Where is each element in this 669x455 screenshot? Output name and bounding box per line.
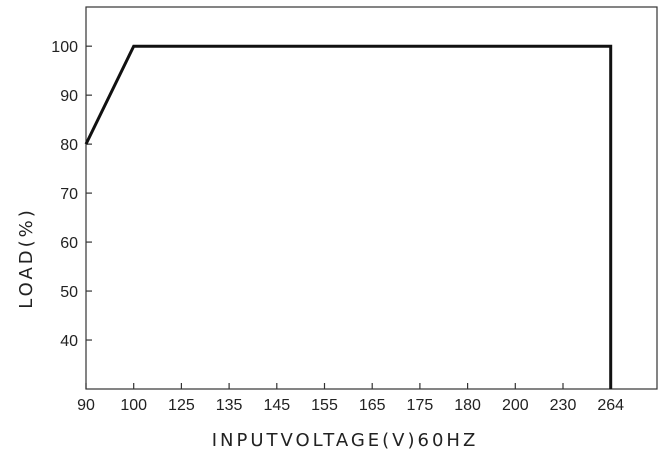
x-tick-label: 100 xyxy=(120,397,147,414)
y-tick-label: 80 xyxy=(60,137,78,154)
x-tick-label: 90 xyxy=(77,397,95,414)
y-tick-label: 40 xyxy=(60,333,78,350)
x-tick-label: 155 xyxy=(311,397,338,414)
x-axis-title: INPUTVOLTAGE(V)60HZ xyxy=(212,430,479,451)
load-series-line xyxy=(84,44,613,389)
x-tick-label: 135 xyxy=(216,397,243,414)
x-tick-label: 125 xyxy=(168,397,195,414)
x-tick-label: 230 xyxy=(550,397,577,414)
x-tick-label: 175 xyxy=(407,397,434,414)
x-tick-label: 180 xyxy=(454,397,481,414)
y-axis: 100 90 80 70 60 50 40 xyxy=(51,39,92,350)
plot-frame xyxy=(85,6,658,390)
x-tick-label: 145 xyxy=(263,397,290,414)
x-tick-label: 200 xyxy=(502,397,529,414)
y-tick-label: 90 xyxy=(60,88,78,105)
y-tick-label: 60 xyxy=(60,235,78,252)
series-layer xyxy=(84,44,613,389)
y-tick-label: 100 xyxy=(51,39,78,56)
y-axis-title: LOAD(%) xyxy=(16,207,37,309)
y-tick-label: 50 xyxy=(60,284,78,301)
x-axis: 90 100 125 135 145 155 165 175 180 200 230 264 xyxy=(77,383,624,414)
x-tick-label: 165 xyxy=(359,397,386,414)
y-tick-label: 70 xyxy=(60,186,78,203)
x-tick-label: 264 xyxy=(597,397,624,414)
